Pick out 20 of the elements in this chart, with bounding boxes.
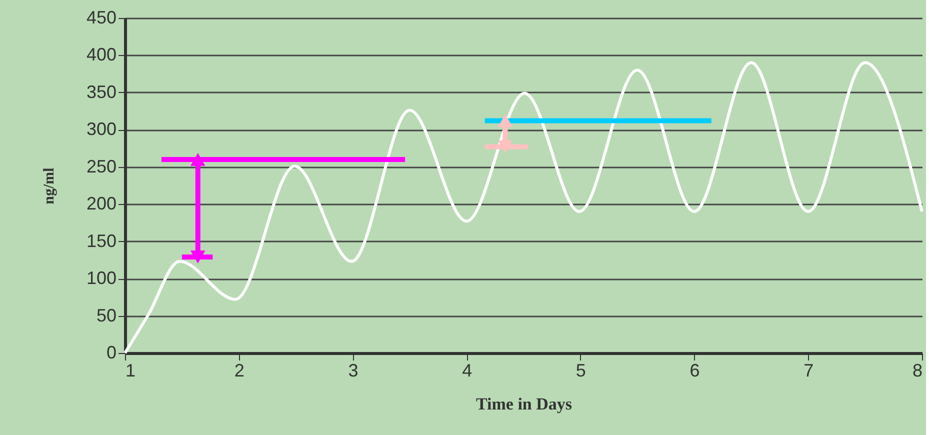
y-tick-label: 200 [86,194,116,214]
x-tick-label: 1 [126,360,136,380]
x-tick-label: 6 [690,360,700,380]
y-tick-label: 350 [86,82,116,102]
y-tick-label: 450 [86,8,116,28]
x-tick-label: 5 [576,360,586,380]
x-tick-label: 2 [234,360,244,380]
x-tick-label: 7 [804,360,814,380]
y-tick-label: 100 [86,268,116,288]
y-tick-label: 150 [86,230,116,251]
y-tick-label: 0 [106,342,116,362]
x-tick-label: 4 [462,360,472,380]
y-axis-title: ng/ml [41,168,58,204]
x-axis-title: Time in Days [476,394,572,414]
y-tick-label: 50 [96,305,116,326]
y-tick-label: 300 [86,119,116,140]
y-tick-label: 250 [86,156,116,176]
x-tick-label: 8 [912,360,922,380]
y-tick-label: 400 [86,44,116,65]
x-tick-label: 3 [348,360,358,380]
